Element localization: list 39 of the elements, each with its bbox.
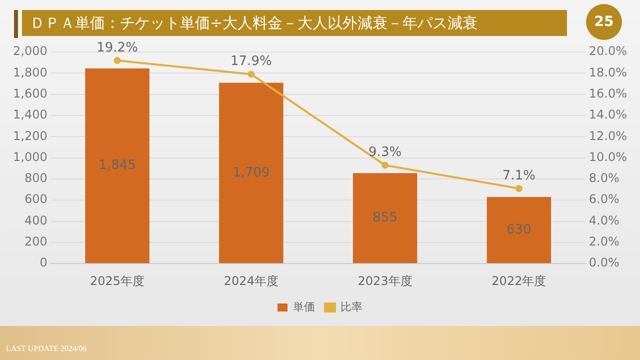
- y-tick-label: 400: [24, 213, 48, 228]
- y-tick-label: 1,400: [12, 108, 48, 122]
- y2-tick-label: 0.0%: [588, 256, 620, 270]
- y-tick-label: 0: [40, 256, 48, 270]
- x-tick-label: 2022年度: [492, 274, 546, 288]
- legend-label: 単価: [293, 300, 315, 314]
- y2-tick-label: 4.0%: [588, 213, 620, 228]
- legend-label: 比率: [340, 300, 362, 314]
- data-label: 855: [372, 210, 398, 226]
- y2-tick-label: 14.0%: [588, 108, 628, 122]
- x-tick-label: 2023年度: [358, 274, 412, 288]
- y-tick-label: 800: [24, 171, 48, 186]
- data-label: 9.3%: [368, 145, 402, 160]
- y2-tick-label: 18.0%: [588, 65, 628, 80]
- y-tick-label: 600: [24, 192, 48, 206]
- x-tick-label: 2025年度: [90, 274, 145, 288]
- x-tick-label: 2024年度: [224, 274, 278, 288]
- data-label: 7.1%: [502, 168, 536, 184]
- y2-tick-label: 12.0%: [588, 128, 628, 143]
- y2-tick-label: 20.0%: [588, 44, 628, 58]
- y-tick-label: 1,200: [12, 128, 48, 143]
- y-tick-label: 2,000: [12, 44, 48, 58]
- y2-tick-label: 16.0%: [588, 86, 628, 100]
- y2-tick-label: 8.0%: [588, 171, 620, 186]
- data-label: 630: [506, 222, 532, 238]
- y2-tick-label: 2.0%: [588, 234, 620, 249]
- data-label: 1,845: [98, 158, 136, 174]
- y-tick-label: 1,600: [12, 86, 48, 100]
- y-tick-label: 1,800: [12, 65, 48, 80]
- y2-tick-label: 6.0%: [588, 192, 620, 206]
- chart-title: ＤＰＡ単価：チケット単価÷大人料金－大人以外減衰－年パス減衰: [22, 10, 567, 36]
- text: 25: [586, 4, 622, 40]
- data-label: 19.2%: [96, 40, 138, 56]
- data-label: 1,709: [232, 165, 270, 180]
- y-tick-label: 1,000: [12, 150, 48, 164]
- y2-tick-label: 10.0%: [588, 150, 628, 164]
- text: LAST UPDATE 2024/06: [6, 344, 87, 353]
- y-tick-label: 200: [24, 234, 48, 249]
- data-label: 17.9%: [230, 54, 272, 70]
